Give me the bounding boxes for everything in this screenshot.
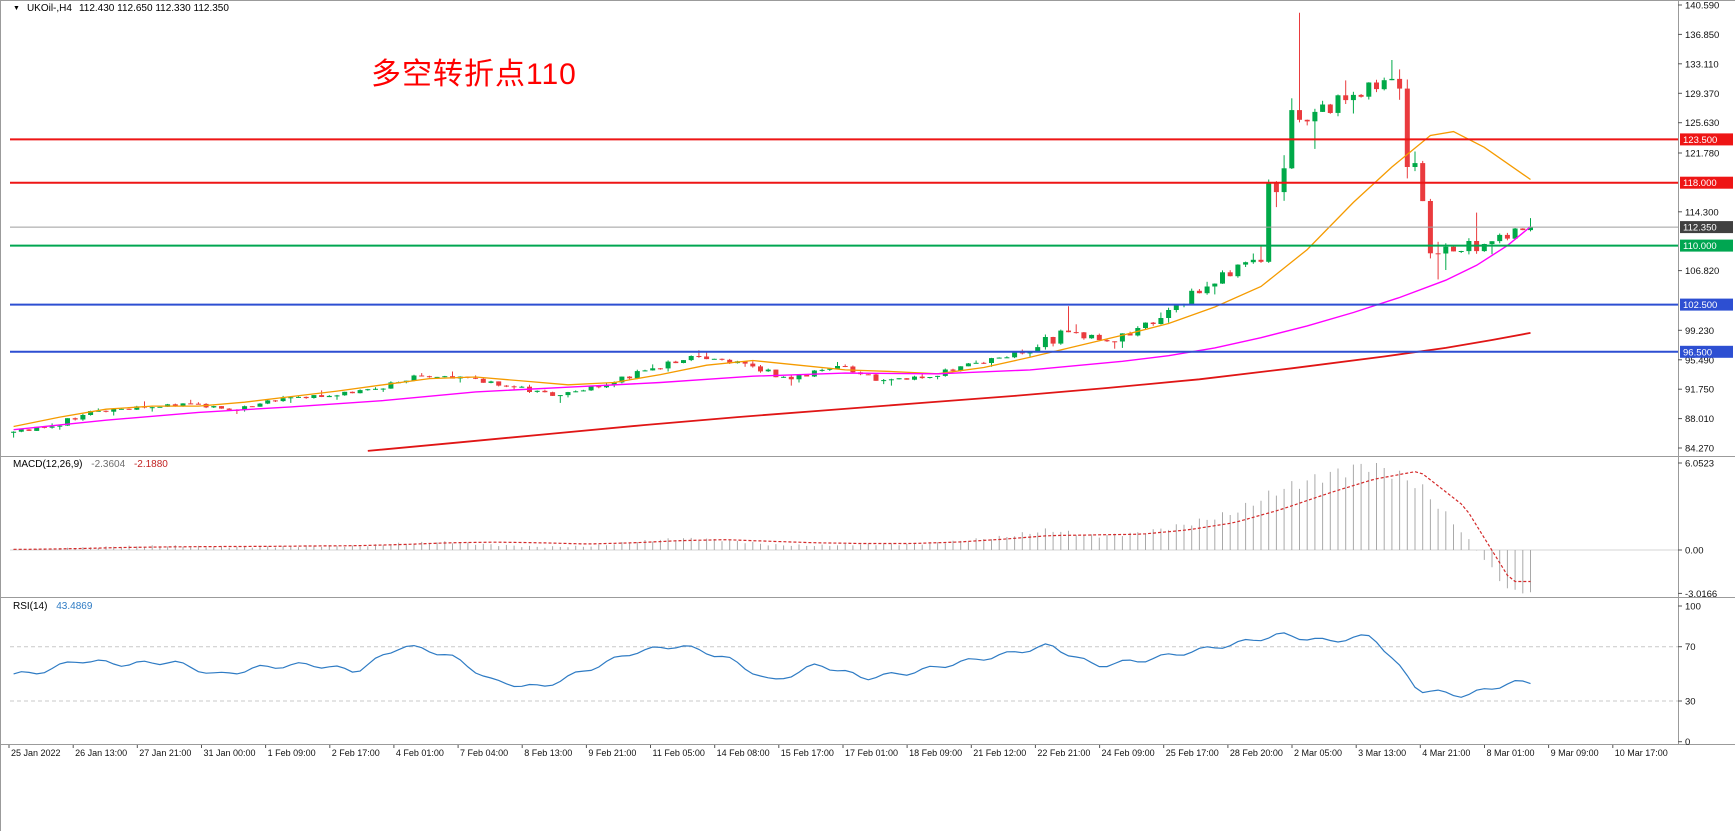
horizontal-level-lines[interactable] (10, 138, 1678, 353)
time-label: 15 Feb 17:00 (781, 748, 834, 758)
time-label: 7 Feb 04:00 (460, 748, 508, 758)
macd-pane (10, 463, 1678, 594)
price-badge (1680, 298, 1733, 311)
price-tick-label: 95.490 (1685, 355, 1714, 366)
time-label: 25 Feb 17:00 (1166, 748, 1219, 758)
price-badge-label: 96.500 (1683, 347, 1712, 358)
ma-slow-line (367, 332, 1531, 452)
price-tick-label: 99.230 (1685, 326, 1714, 337)
rsi-value: 43.4869 (56, 601, 93, 612)
price-axis-area[interactable] (1679, 1, 1735, 745)
price-tick-label: 106.820 (1685, 266, 1719, 277)
rsi-line (13, 632, 1531, 698)
price-badge (1680, 239, 1733, 252)
time-label: 2 Feb 17:00 (332, 748, 380, 758)
price-badge (1680, 221, 1733, 234)
rsi-axis-label: 100 (1685, 602, 1701, 613)
macd-value: -2.3604 (91, 459, 126, 470)
price-badge-label: 102.500 (1683, 300, 1717, 311)
price-badge-label: 123.500 (1683, 135, 1717, 146)
time-label: 25 Jan 2022 (11, 748, 61, 758)
rsi-indicator-label: RSI(14) 43.4869 (13, 601, 98, 612)
ma-mid-line (13, 226, 1531, 431)
macd-indicator-label: MACD(12,26,9) -2.3604 -2.1880 (13, 459, 174, 470)
macd-signal-line (13, 471, 1531, 583)
macd-name: MACD(12,26,9) (13, 459, 83, 470)
price-axis-labels: 140.590 136.850 133.110 129.370 125.630 121.7… (1678, 1, 1719, 748)
price-badge (1680, 176, 1733, 189)
price-badge-label: 110.000 (1683, 241, 1717, 252)
time-label: 11 Feb 05:00 (653, 748, 705, 758)
time-label: 9 Mar 09:00 (1551, 748, 1599, 758)
price-badge-label: 112.350 (1683, 223, 1717, 234)
annotation-text[interactable]: 多空转折点110 (371, 58, 577, 91)
rsi-axis-label: 0 (1685, 737, 1690, 748)
time-label: 10 Mar 17:00 (1615, 748, 1668, 758)
symbol-dropdown-icon[interactable]: ▼ (13, 5, 20, 12)
time-label: 4 Mar 21:00 (1422, 748, 1470, 758)
macd-signal-value: -2.1880 (133, 459, 168, 470)
chart-header: ▼ UKOil-,H4 112.430 112.650 112.330 112.… (13, 3, 229, 14)
price-tick-label: 84.270 (1685, 444, 1714, 455)
rsi-axis-label: 70 (1685, 642, 1696, 653)
price-tick-label: 91.750 (1685, 385, 1714, 396)
rsi-axis-label: 30 (1685, 697, 1696, 708)
price-level-badges: 123.500 118.000 110.000 102.500 96.500 112.35… (1680, 133, 1733, 358)
time-label: 27 Jan 21:00 (139, 748, 191, 758)
price-tick-label: 133.110 (1685, 59, 1719, 70)
price-tick-label: 125.630 (1685, 118, 1719, 129)
time-label: 28 Feb 20:00 (1230, 748, 1283, 758)
macd-axis-label: 0.00 (1685, 546, 1704, 557)
macd-axis-label: 6.0523 (1685, 459, 1714, 470)
time-label: 21 Feb 12:00 (973, 748, 1026, 758)
time-label: 24 Feb 09:00 (1102, 748, 1155, 758)
time-label: 17 Feb 01:00 (845, 748, 898, 758)
time-label: 8 Feb 13:00 (524, 748, 572, 758)
time-label: 2 Mar 05:00 (1294, 748, 1342, 758)
price-tick-label: 129.370 (1685, 89, 1719, 100)
time-label: 4 Feb 01:00 (396, 748, 444, 758)
time-label: 9 Feb 21:00 (588, 748, 636, 758)
time-label: 14 Feb 08:00 (717, 748, 770, 758)
quote-ohlc: 112.430 112.650 112.330 112.350 (78, 3, 229, 14)
time-axis-labels: 25 Jan 2022 26 Jan 13:00 27 Jan 21:00 31 Ja… (8, 745, 1668, 758)
price-badge (1680, 345, 1733, 358)
time-label: 1 Feb 09:00 (268, 748, 316, 758)
symbol-timeframe: UKOil-,H4 (26, 3, 72, 14)
pane-dividers (1, 1, 1735, 745)
time-label: 26 Jan 13:00 (75, 748, 127, 758)
time-label: 18 Feb 09:00 (909, 748, 962, 758)
ma-fast-line (13, 130, 1531, 428)
price-tick-label: 88.010 (1685, 414, 1714, 425)
price-badge (1680, 133, 1733, 146)
price-badge-label: 118.000 (1683, 178, 1717, 189)
price-tick-label: 136.850 (1685, 30, 1719, 41)
price-tick-label: 114.300 (1685, 207, 1719, 218)
rsi-pane (10, 632, 1678, 702)
time-axis-area[interactable] (1, 745, 1735, 763)
macd-axis-label: -3.0166 (1685, 589, 1717, 600)
time-label: 8 Mar 01:00 (1486, 748, 1534, 758)
time-label: 31 Jan 00:00 (203, 748, 255, 758)
price-tick-label: 121.780 (1685, 149, 1719, 160)
macd-histogram (13, 463, 1531, 594)
time-label: 22 Feb 21:00 (1037, 748, 1090, 758)
rsi-name: RSI(14) (13, 601, 48, 612)
time-label: 3 Mar 13:00 (1358, 748, 1406, 758)
price-tick-label: 140.590 (1685, 1, 1719, 12)
